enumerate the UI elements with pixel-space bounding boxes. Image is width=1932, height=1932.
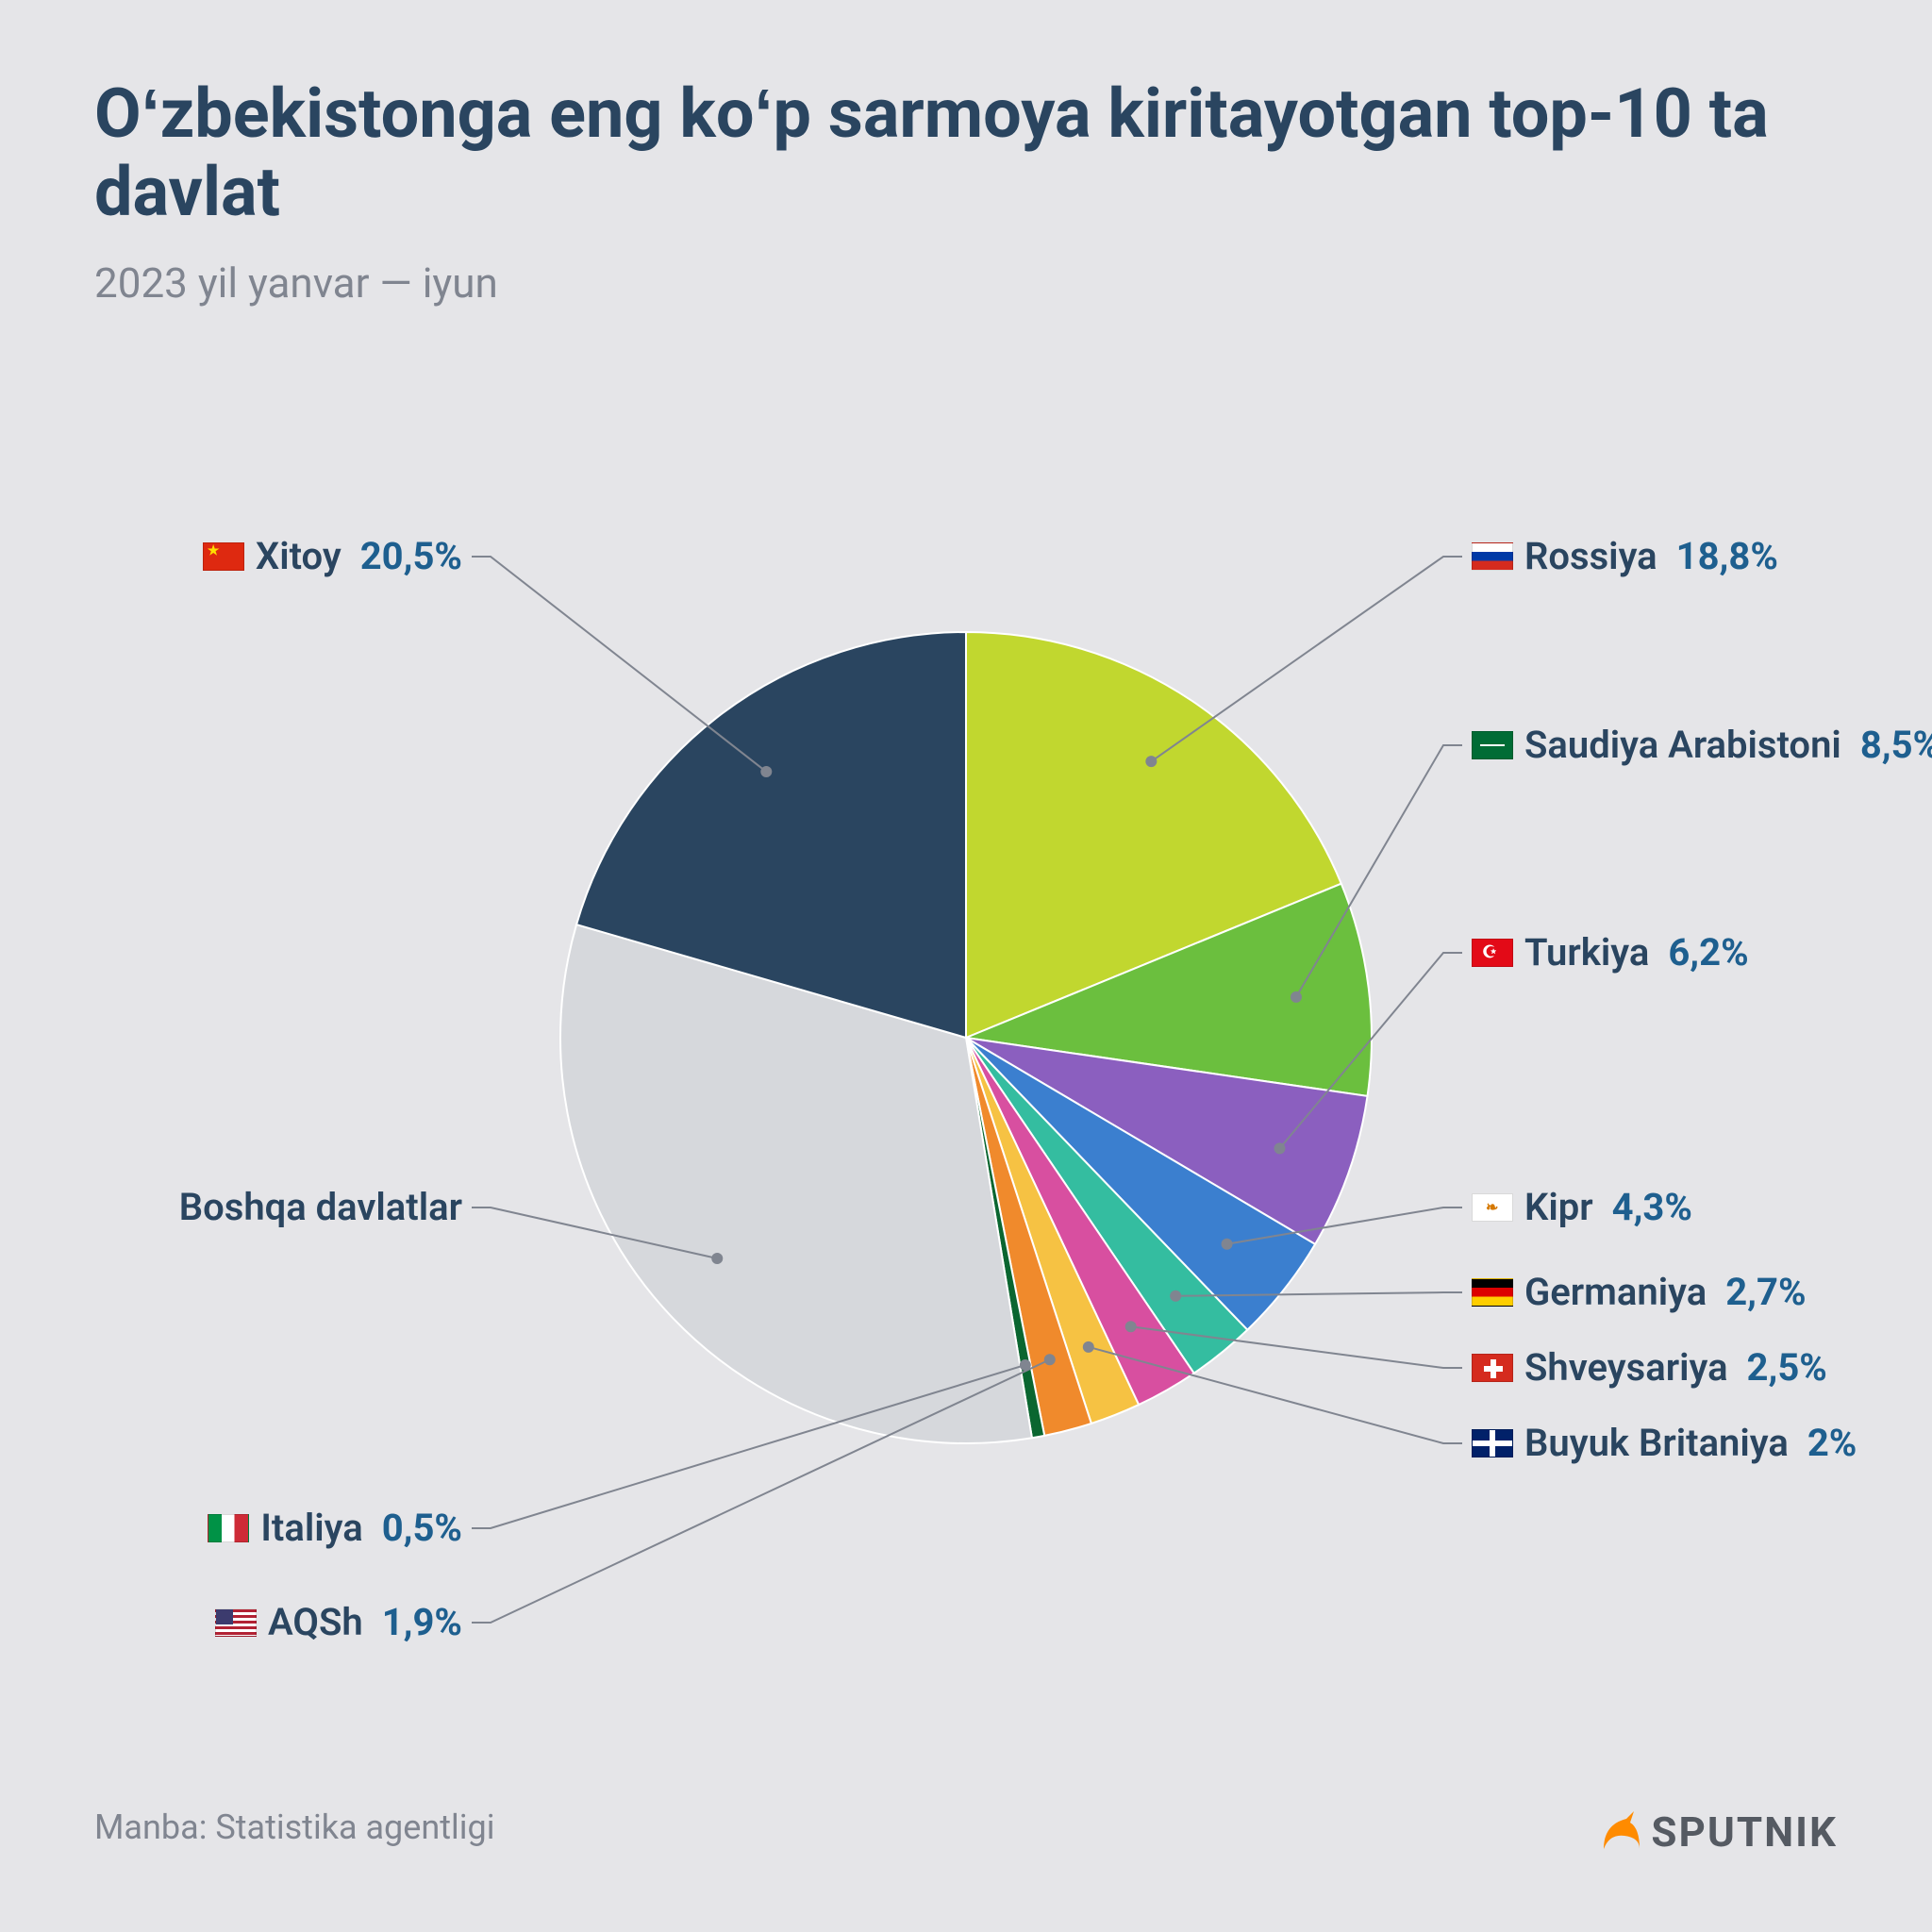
source-text: Manba: Statistika agentligi xyxy=(94,1807,495,1847)
flag-icon xyxy=(1472,731,1513,759)
pct-value: 4,3% xyxy=(1612,1185,1692,1229)
slice-label: Italiya 0,5% xyxy=(0,1506,462,1550)
pct-value: 6,2% xyxy=(1668,930,1748,974)
slice-label: Germaniya 2,7% xyxy=(1472,1270,1807,1314)
pct-value: 18,8% xyxy=(1676,534,1778,578)
slice-label: Xitoy 20,5% xyxy=(0,534,462,578)
slice-label: Saudiya Arabistoni 8,5% xyxy=(1472,723,1932,767)
pct-value: 1,9% xyxy=(382,1600,462,1644)
brand-logo: SPUTNIK xyxy=(1598,1807,1838,1857)
country-name: Boshqa davlatlar xyxy=(179,1185,462,1229)
sputnik-icon xyxy=(1598,1809,1643,1855)
pie-chart: Rossiya 18,8% Saudiya Arabistoni 8,5% Turkiy… xyxy=(0,472,1932,1604)
country-name: Xitoy xyxy=(256,534,341,578)
pct-value: 2,7% xyxy=(1725,1270,1806,1314)
country-name: AQSh xyxy=(268,1600,363,1644)
flag-icon xyxy=(1472,542,1513,571)
country-name: Saudiya Arabistoni xyxy=(1524,723,1841,767)
slice-label: Boshqa davlatlar xyxy=(0,1185,462,1229)
flag-icon xyxy=(1472,1278,1513,1307)
brand-text: SPUTNIK xyxy=(1651,1807,1838,1857)
pct-value: 0,5% xyxy=(382,1506,462,1550)
country-name: Buyuk Britaniya xyxy=(1524,1421,1789,1465)
country-name: Germaniya xyxy=(1524,1270,1707,1314)
country-name: Turkiya xyxy=(1524,930,1649,974)
flag-icon xyxy=(1472,1193,1513,1222)
flag-icon xyxy=(208,1514,249,1542)
country-name: Shveysariya xyxy=(1524,1345,1728,1390)
pct-value: 2% xyxy=(1807,1421,1857,1465)
slice-label: Rossiya 18,8% xyxy=(1472,534,1778,578)
flag-icon xyxy=(1472,1354,1513,1382)
flag-icon xyxy=(1472,1429,1513,1457)
flag-icon xyxy=(1472,939,1513,967)
slice-label: Kipr 4,3% xyxy=(1472,1185,1692,1229)
pct-value: 2,5% xyxy=(1747,1345,1827,1390)
country-name: Italiya xyxy=(260,1506,362,1550)
flag-icon xyxy=(215,1608,257,1637)
slice-label: Buyuk Britaniya 2% xyxy=(1472,1421,1857,1465)
slice-label: Turkiya 6,2% xyxy=(1472,930,1749,974)
slice-label: Shveysariya 2,5% xyxy=(1472,1345,1827,1390)
pct-value: 20,5% xyxy=(360,534,462,578)
slice-label: AQSh 1,9% xyxy=(0,1600,462,1644)
flag-icon xyxy=(203,542,244,571)
pct-value: 8,5% xyxy=(1860,723,1932,767)
country-name: Kipr xyxy=(1524,1185,1593,1229)
country-name: Rossiya xyxy=(1524,534,1657,578)
